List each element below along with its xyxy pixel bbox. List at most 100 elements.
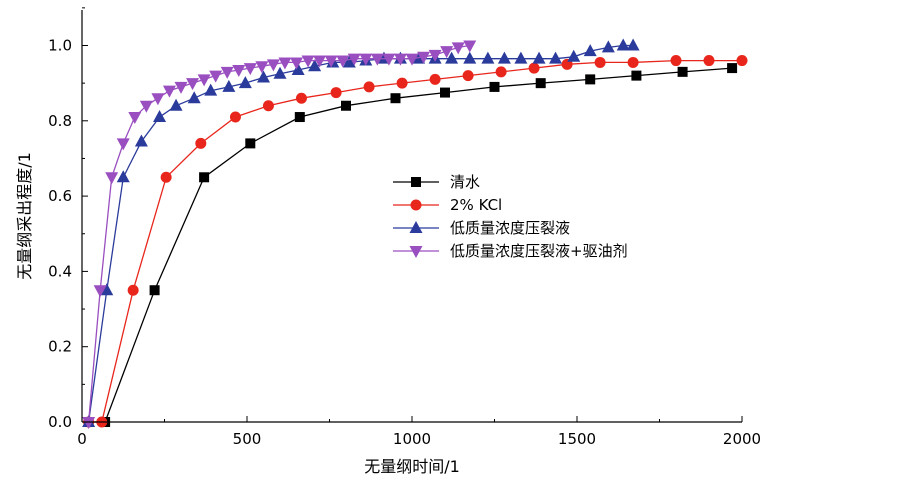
- data-point: [341, 100, 351, 111]
- data-point: [187, 91, 201, 104]
- data-point: [429, 73, 441, 85]
- data-point: [232, 64, 246, 77]
- y-tick-label: 0.2: [48, 338, 72, 356]
- series-line: [88, 67, 733, 423]
- data-point: [186, 78, 200, 91]
- data-point: [489, 81, 500, 92]
- data-point: [105, 172, 119, 185]
- data-point: [567, 49, 581, 62]
- data-point: [359, 53, 373, 66]
- data-point: [169, 98, 183, 111]
- legend-label: 低质量浓度压裂液+驱油剂: [450, 242, 628, 260]
- data-point: [342, 55, 356, 68]
- data-point: [290, 57, 303, 70]
- legend-marker: [409, 221, 423, 233]
- x-tick-label: 0: [77, 430, 87, 448]
- data-point: [291, 62, 305, 75]
- data-point: [626, 38, 640, 51]
- data-point: [601, 40, 615, 53]
- x-tick-label: 2000: [723, 430, 761, 448]
- data-point: [243, 63, 257, 76]
- legend-label: 低质量浓度压裂液: [450, 219, 570, 237]
- data-point: [347, 53, 361, 66]
- series-layer: [82, 38, 748, 429]
- data-point: [229, 111, 241, 123]
- data-point: [273, 66, 287, 79]
- data-point: [266, 59, 280, 72]
- data-point: [100, 283, 114, 296]
- data-point: [428, 49, 442, 62]
- data-point: [324, 55, 338, 68]
- data-point: [594, 56, 606, 68]
- data-point: [308, 59, 322, 72]
- data-point: [294, 112, 305, 123]
- x-tick-label: 1500: [558, 430, 596, 448]
- data-point: [495, 66, 507, 78]
- data-point: [727, 63, 738, 74]
- data-point: [255, 61, 269, 74]
- data-point: [535, 78, 546, 89]
- data-point: [336, 55, 350, 68]
- series-4: [82, 40, 477, 429]
- data-point: [278, 57, 292, 70]
- data-point: [532, 51, 546, 64]
- legend-label: 2% KCl: [450, 196, 502, 214]
- legend-item: 2% KCl: [393, 196, 502, 214]
- data-point: [116, 138, 130, 151]
- data-point: [481, 51, 495, 64]
- data-point: [262, 100, 274, 112]
- data-point: [197, 74, 211, 87]
- data-point: [93, 285, 107, 298]
- data-point: [549, 51, 563, 64]
- data-point: [463, 51, 477, 64]
- data-point: [583, 44, 597, 57]
- data-point: [153, 110, 167, 123]
- data-point: [405, 53, 419, 66]
- legend-label: 清水: [450, 173, 480, 191]
- data-point: [209, 70, 223, 83]
- data-point: [238, 76, 252, 89]
- y-tick-label: 0.6: [48, 187, 72, 205]
- data-point: [199, 172, 210, 183]
- data-point: [220, 66, 234, 79]
- x-axis-title: 无量纲时间/1: [364, 457, 460, 476]
- data-point: [151, 93, 165, 106]
- data-point: [631, 70, 642, 81]
- data-point: [363, 81, 375, 93]
- data-point: [330, 87, 342, 99]
- y-axis-title: 无量纲采出程度/1: [15, 152, 34, 280]
- data-point: [257, 70, 270, 83]
- data-point: [670, 55, 682, 67]
- data-point: [160, 171, 172, 183]
- data-point: [393, 53, 407, 66]
- data-point: [116, 170, 130, 183]
- x-tick-label: 500: [233, 430, 262, 448]
- legend-item: 低质量浓度压裂液+驱油剂: [393, 242, 628, 260]
- data-point: [134, 134, 148, 147]
- legend-item: 低质量浓度压裂液: [393, 219, 570, 237]
- y-tick-label: 0.0: [48, 413, 72, 431]
- series-2: [83, 55, 748, 428]
- data-point: [736, 55, 748, 67]
- data-point: [451, 42, 465, 55]
- data-point: [222, 79, 236, 92]
- data-point: [82, 417, 96, 429]
- data-point: [204, 83, 218, 96]
- data-point: [139, 100, 153, 113]
- data-point: [616, 38, 630, 51]
- data-point: [396, 77, 408, 89]
- data-point: [462, 70, 474, 82]
- data-point: [149, 285, 160, 296]
- data-point: [295, 92, 307, 104]
- legend-marker: [410, 199, 422, 211]
- data-point: [195, 137, 207, 149]
- data-point: [390, 93, 401, 104]
- data-point: [585, 74, 596, 85]
- data-point: [677, 66, 688, 77]
- legend-marker: [409, 246, 423, 258]
- x-tick-label: 1000: [393, 430, 431, 448]
- data-point: [417, 51, 431, 64]
- y-tick-label: 0.4: [48, 262, 72, 280]
